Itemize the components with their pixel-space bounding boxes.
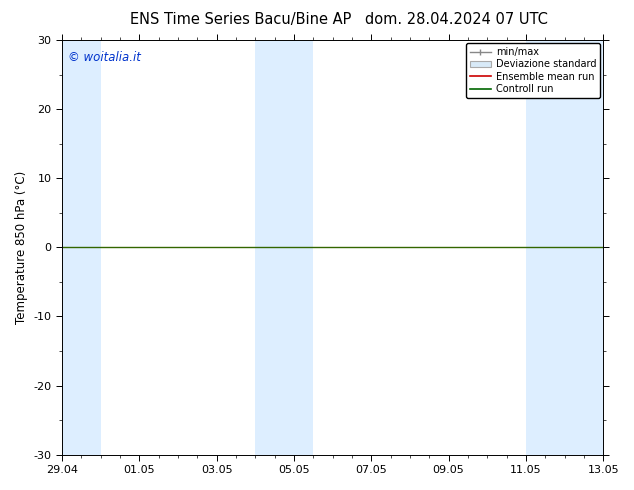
- Bar: [526, 40, 603, 455]
- Text: ENS Time Series Bacu/Bine AP: ENS Time Series Bacu/Bine AP: [130, 12, 352, 27]
- Y-axis label: Temperature 850 hPa (°C): Temperature 850 hPa (°C): [15, 171, 28, 324]
- Bar: [256, 40, 313, 455]
- Legend: min/max, Deviazione standard, Ensemble mean run, Controll run: min/max, Deviazione standard, Ensemble m…: [466, 43, 600, 98]
- Bar: [62, 40, 101, 455]
- Text: dom. 28.04.2024 07 UTC: dom. 28.04.2024 07 UTC: [365, 12, 548, 27]
- Text: © woitalia.it: © woitalia.it: [67, 50, 140, 64]
